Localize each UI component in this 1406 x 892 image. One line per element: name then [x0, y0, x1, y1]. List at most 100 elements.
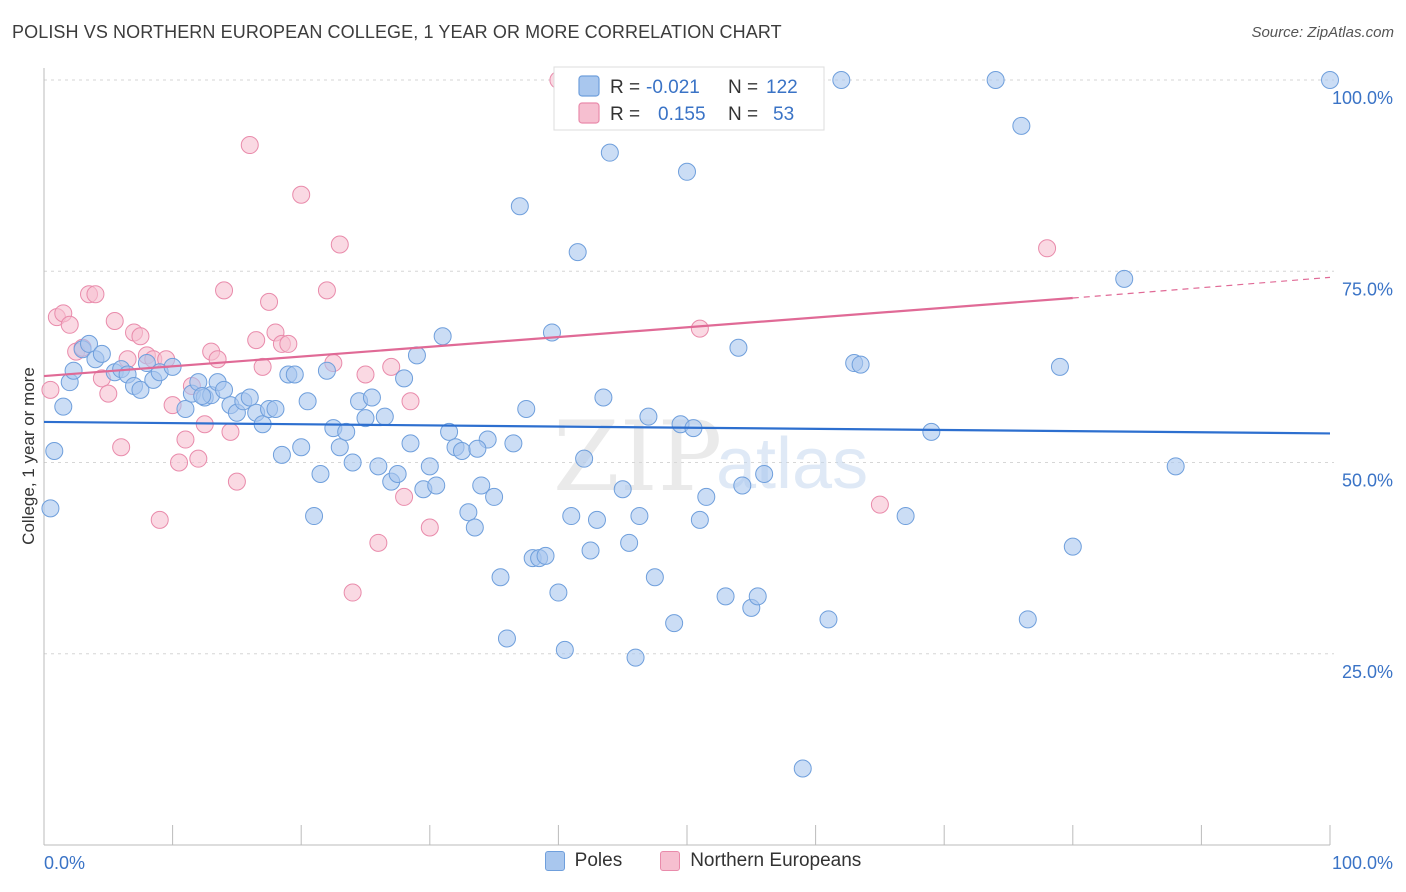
poles-point: [748, 587, 767, 606]
northern-europeans-point: [1038, 239, 1057, 258]
poles-point: [626, 648, 645, 667]
poles-point: [407, 346, 426, 365]
series-legend: Poles Northern Europeans: [0, 850, 1406, 872]
legend-swatch-poles: [578, 75, 600, 97]
poles-point: [356, 409, 375, 428]
poles-point: [678, 162, 696, 181]
poles-point: [362, 388, 381, 407]
northern-europeans-point: [330, 235, 349, 254]
y-axis-label: College, 1 year or more: [19, 367, 38, 545]
chart-source: Source: ZipAtlas.com: [1251, 24, 1394, 41]
northern-europeans-point: [279, 334, 298, 353]
poles-point: [452, 442, 471, 461]
poles-point: [517, 399, 536, 418]
poles-point: [819, 610, 838, 629]
poles-point: [266, 399, 285, 418]
northern-europeans-point: [112, 438, 131, 457]
poles-point: [549, 583, 568, 602]
poles-point: [468, 439, 487, 458]
poles-point: [64, 361, 83, 380]
northern-europeans-point: [150, 510, 169, 529]
poles-point: [311, 464, 330, 483]
poles-point: [485, 487, 504, 506]
poles-point: [620, 533, 639, 552]
poles-point: [568, 243, 587, 262]
chart-title: POLISH VS NORTHERN EUROPEAN COLLEGE, 1 Y…: [12, 22, 782, 42]
correlation-legend: R = -0.021 N = 122 R = 0.155 N = 53: [553, 66, 825, 131]
y-tick-label: 50.0%: [1342, 471, 1393, 491]
legend-n-label-northern-europeans: N =: [728, 104, 758, 125]
poles-point: [645, 568, 664, 587]
poles-point: [298, 392, 317, 411]
tick-labels: 25.0% 50.0% 75.0% 100.0% 0.0% 100.0%: [44, 88, 1393, 873]
poles-point: [851, 355, 870, 374]
x-tick-label: 100.0%: [1332, 853, 1393, 873]
poles-point: [45, 442, 64, 461]
series-legend-item-northern-europeans[interactable]: Northern Europeans: [660, 850, 861, 872]
poles-swatch: [544, 851, 565, 871]
legend-r-label-poles: R =: [610, 77, 640, 98]
poles-point: [193, 386, 212, 405]
northern-europeans-point: [240, 136, 259, 155]
northern-europeans-point: [382, 357, 401, 376]
poles-point: [716, 587, 735, 606]
poles-point: [240, 388, 259, 407]
poles-point: [1012, 116, 1031, 135]
northern-europeans-point: [395, 487, 414, 506]
northern-europeans-point: [356, 365, 375, 384]
poles-point: [587, 510, 606, 529]
y-tick-label: 100.0%: [1332, 88, 1393, 108]
northern-europeans-trend-extension: [1072, 276, 1331, 299]
northern-europeans-point: [420, 518, 439, 537]
poles-point: [459, 503, 478, 522]
poles-point: [1063, 537, 1082, 556]
poles-point: [337, 422, 356, 441]
northern-europeans-swatch: [660, 851, 681, 871]
northern-europeans-point: [221, 422, 240, 441]
northern-europeans-point: [86, 285, 105, 304]
trend-lines: [43, 276, 1331, 435]
poles-point: [317, 361, 336, 380]
poles-point: [330, 438, 349, 457]
poles-point: [305, 507, 324, 526]
legend-r-label-northern-europeans: R =: [610, 104, 640, 125]
poles-point: [536, 546, 555, 565]
poles-point: [440, 422, 459, 441]
legend-n-value-poles: 122: [766, 77, 798, 98]
northern-europeans-point: [317, 281, 336, 300]
poles-point: [697, 487, 716, 506]
poles-point: [54, 397, 73, 416]
poles-point: [733, 476, 752, 495]
poles-point: [562, 507, 581, 526]
poles-point: [369, 457, 388, 476]
poles-label: Poles: [574, 850, 623, 871]
legend-n-label-poles: N =: [728, 77, 758, 98]
poles-point: [92, 344, 111, 363]
poles-point: [395, 369, 414, 388]
poles-point: [388, 464, 407, 483]
poles-point: [729, 338, 748, 357]
poles-point: [555, 640, 574, 659]
northern-europeans-point: [176, 430, 195, 449]
series-legend-item-poles[interactable]: Poles: [544, 850, 623, 872]
northern-europeans-point: [227, 472, 246, 491]
poles-point: [285, 365, 304, 384]
axis-layer: [43, 68, 1331, 846]
northern-europeans-point: [690, 319, 709, 338]
poles-point: [639, 407, 658, 426]
legend-r-value-poles: -0.021: [646, 77, 700, 98]
northern-europeans-point: [60, 315, 79, 334]
northern-europeans-point: [41, 380, 60, 399]
poles-point: [630, 507, 649, 526]
legend-r-value-northern-europeans: 0.155: [658, 104, 706, 125]
poles-point: [215, 380, 234, 399]
northern-europeans-point: [401, 392, 420, 411]
northern-europeans-point: [870, 495, 889, 514]
poles-point: [1166, 457, 1185, 476]
poles-point: [292, 438, 311, 457]
poles-point: [343, 453, 362, 472]
northern-europeans-point: [369, 533, 388, 552]
northern-europeans-point: [170, 453, 189, 472]
poles-point: [755, 464, 774, 483]
poles-point: [80, 334, 99, 353]
